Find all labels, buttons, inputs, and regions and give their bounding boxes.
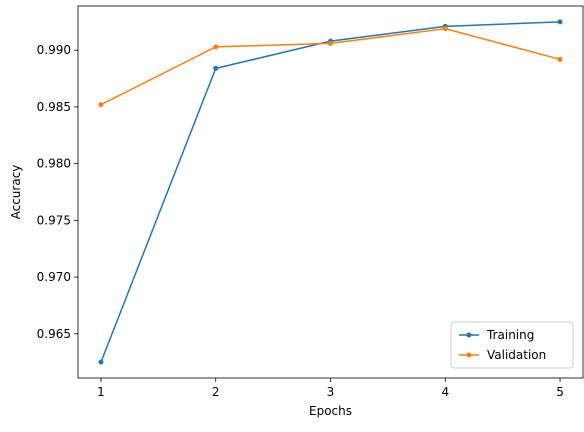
- plot-frame: [77, 5, 584, 379]
- y-tick-label: 0.985: [37, 100, 71, 114]
- series-line-training: [100, 21, 561, 363]
- y-axis-label: Accuracy: [9, 165, 23, 220]
- y-axis-ticks: 0.965 0.970 0.975 0.980 0.985 0.990: [37, 43, 78, 341]
- data-point-validation: [98, 102, 104, 108]
- x-tick-label: 4: [441, 385, 449, 399]
- x-axis-label: Epochs: [309, 404, 352, 418]
- legend-marker-validation: [466, 352, 472, 358]
- x-tick-label: 3: [327, 385, 335, 399]
- legend-label-validation: Validation: [487, 348, 546, 362]
- legend-box: [450, 321, 574, 369]
- legend-marker-training: [466, 332, 472, 338]
- y-tick-label: 0.980: [37, 157, 71, 171]
- data-point-validation: [442, 26, 448, 32]
- x-axis-ticks: 1 2 3 4 5: [97, 378, 564, 399]
- data-point-training: [213, 65, 219, 71]
- data-point-validation: [213, 44, 219, 50]
- y-tick-label: 0.965: [37, 327, 71, 341]
- data-point-validation: [328, 40, 333, 46]
- series-layer: [98, 19, 563, 365]
- x-tick-label: 5: [556, 385, 564, 399]
- y-tick-label: 0.970: [37, 270, 71, 284]
- x-tick-label: 1: [97, 385, 105, 399]
- legend: Training Validation: [450, 321, 574, 369]
- y-tick-label: 0.990: [37, 43, 71, 57]
- y-tick-label: 0.975: [37, 213, 71, 227]
- data-point-training: [98, 359, 104, 365]
- x-tick-label: 2: [212, 385, 220, 399]
- data-point-validation: [557, 56, 563, 62]
- data-point-training: [557, 19, 563, 25]
- legend-label-training: Training: [486, 328, 534, 342]
